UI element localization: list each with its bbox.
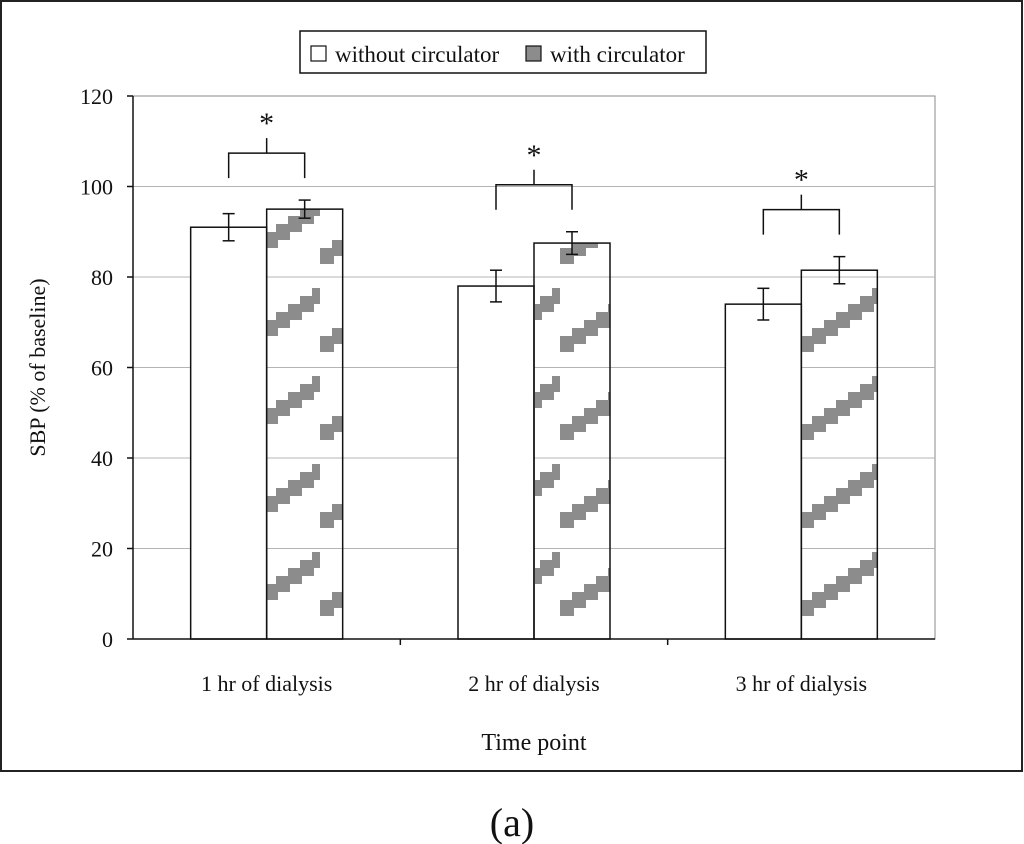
bar-without-circulator — [724, 303, 803, 640]
significance-star: * — [527, 139, 542, 172]
legend-box — [299, 30, 707, 74]
y-tick-label: 0 — [102, 627, 113, 652]
bar-with-circulator — [265, 208, 344, 640]
bar-without-circulator — [457, 285, 535, 640]
legend-swatch — [310, 45, 327, 62]
y-tick-label: 20 — [91, 537, 113, 562]
x-tick-label: 1 hr of dialysis — [201, 671, 332, 696]
y-tick-label: 80 — [91, 265, 113, 290]
y-tick-label: 40 — [91, 446, 113, 471]
bar-without-circulator — [189, 226, 268, 640]
x-axis-title: Time point — [481, 730, 586, 756]
bar-with-circulator — [800, 269, 879, 640]
x-tick-label: 3 hr of dialysis — [736, 671, 867, 696]
y-tick-label: 60 — [91, 356, 113, 381]
legend-label: without circulator — [335, 42, 499, 67]
x-tick-label: 2 hr of dialysis — [468, 671, 599, 696]
bar-with-circulator — [533, 242, 611, 640]
significance-star: * — [794, 164, 809, 197]
legend-label: with circulator — [550, 42, 685, 67]
panel-label: (a) — [490, 800, 534, 844]
significance-star: * — [259, 107, 274, 140]
y-axis-title: SBP (% of baseline) — [25, 278, 50, 456]
legend-swatch — [525, 45, 542, 62]
y-tick-label: 100 — [80, 175, 113, 200]
y-tick-label: 120 — [80, 84, 113, 109]
